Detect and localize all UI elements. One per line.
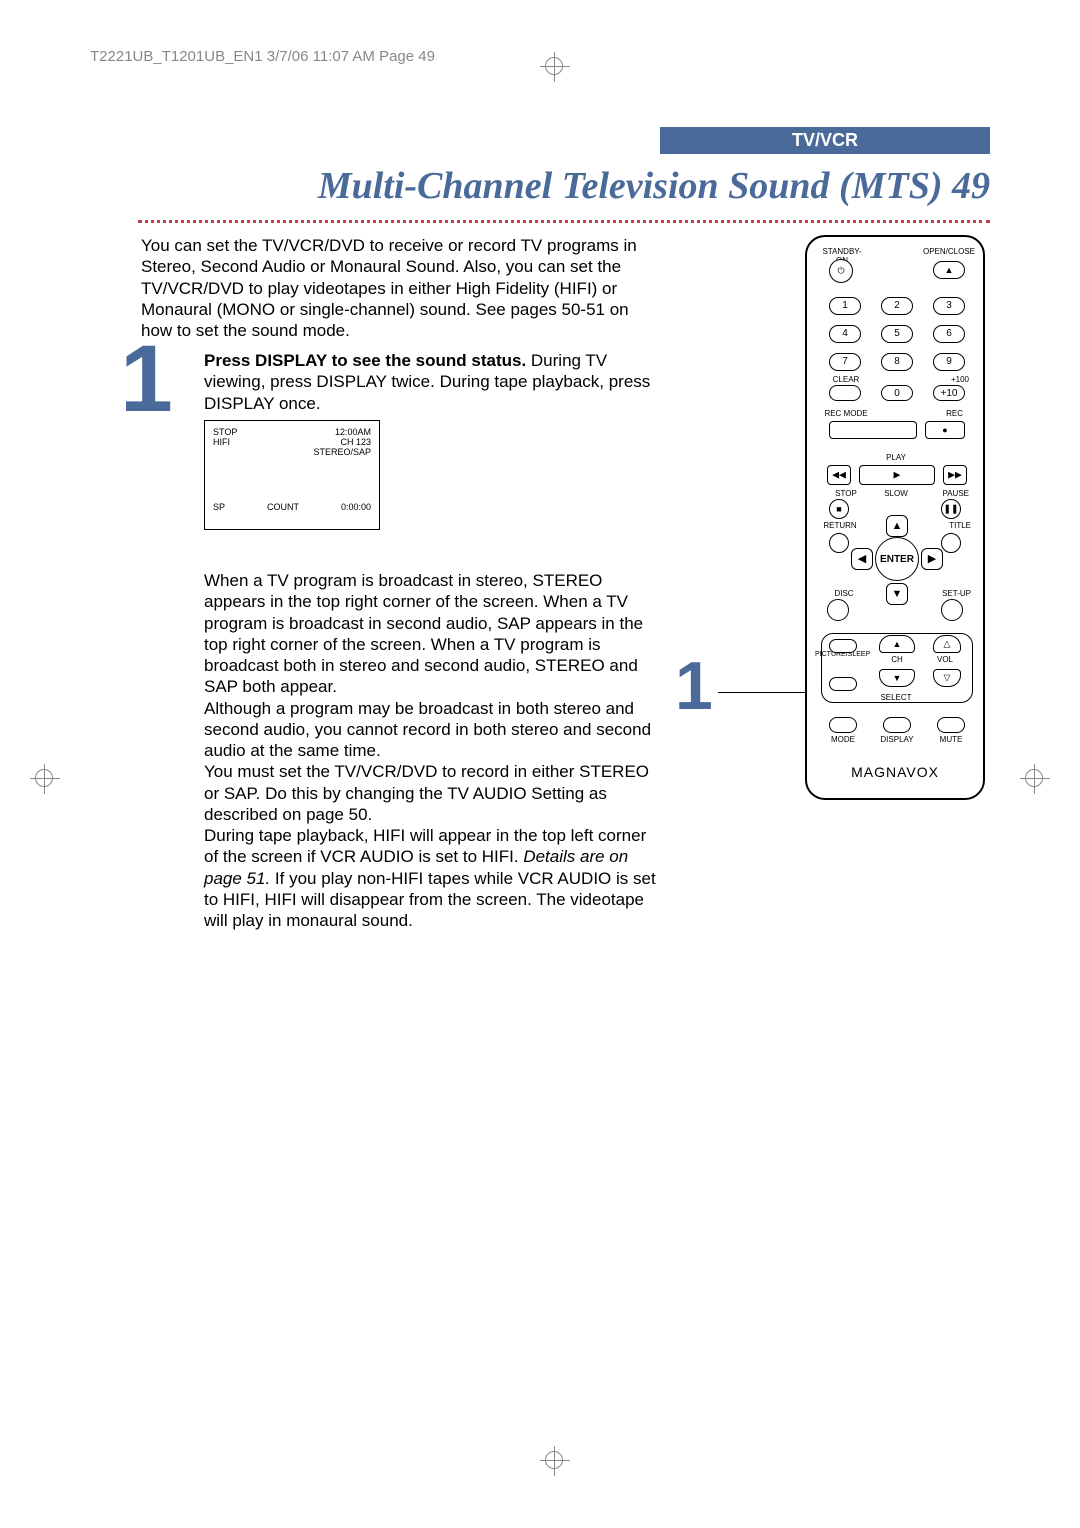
body-p3: You must set the TV/VCR/DVD to record in… bbox=[204, 761, 659, 825]
label-play: PLAY bbox=[871, 453, 921, 462]
label-stop: STOP bbox=[821, 489, 871, 498]
osd-time: 12:00AM bbox=[335, 427, 371, 437]
body-paragraphs: When a TV program is broadcast in stereo… bbox=[204, 570, 659, 931]
num-1[interactable]: 1 bbox=[829, 297, 861, 315]
label-open: OPEN/CLOSE bbox=[923, 247, 973, 256]
num-5[interactable]: 5 bbox=[881, 325, 913, 343]
title-button[interactable] bbox=[941, 533, 961, 553]
vol-up[interactable]: △ bbox=[933, 635, 961, 653]
remote-control: STANDBY-ON ⏻ OPEN/CLOSE ▲ 1 2 3 4 5 6 7 … bbox=[805, 235, 985, 800]
num-8[interactable]: 8 bbox=[881, 353, 913, 371]
page-title: Multi-Channel Television Sound (MTS) 49 bbox=[318, 164, 990, 208]
step-instruction: Press DISPLAY to see the sound status. D… bbox=[204, 350, 664, 414]
header-print-info: T2221UB_T1201UB_EN1 3/7/06 11:07 AM Page… bbox=[90, 48, 435, 65]
label-ch: CH bbox=[877, 655, 917, 664]
onscreen-display-box: STOP 12:00AM HIFI CH 123 STEREO/SAP SP C… bbox=[204, 420, 380, 530]
label-disc: DISC bbox=[819, 589, 869, 598]
num-6[interactable]: 6 bbox=[933, 325, 965, 343]
plus10-button[interactable]: +10 bbox=[933, 385, 965, 401]
num-3[interactable]: 3 bbox=[933, 297, 965, 315]
num-9[interactable]: 9 bbox=[933, 353, 965, 371]
registration-mark-left bbox=[30, 764, 60, 794]
setup-button[interactable] bbox=[941, 599, 963, 621]
rewind-button[interactable]: ◀◀ bbox=[827, 465, 851, 485]
label-plus100: +100 bbox=[919, 375, 969, 384]
label-select: SELECT bbox=[871, 693, 921, 702]
label-vol: VOL bbox=[925, 655, 965, 664]
label-setup: SET-UP bbox=[921, 589, 971, 598]
display-button[interactable] bbox=[883, 717, 911, 733]
sleep-button[interactable] bbox=[829, 677, 857, 691]
registration-mark-top bbox=[540, 52, 570, 82]
body-p1: When a TV program is broadcast in stereo… bbox=[204, 570, 659, 698]
enter-button[interactable]: ENTER bbox=[875, 537, 919, 581]
rec-mode-button[interactable] bbox=[829, 421, 917, 439]
left-arrow[interactable]: ◀ bbox=[851, 548, 873, 570]
step-number: 1 bbox=[120, 332, 173, 427]
body-p2: Although a program may be broadcast in b… bbox=[204, 698, 659, 762]
osd-stop: STOP bbox=[213, 427, 237, 437]
ffwd-button[interactable]: ▶▶ bbox=[943, 465, 967, 485]
osd-hifi: HIFI bbox=[213, 437, 230, 447]
ch-down[interactable]: ▼ bbox=[879, 669, 915, 687]
mode-button[interactable] bbox=[829, 717, 857, 733]
osd-stereo-sap: STEREO/SAP bbox=[313, 447, 371, 457]
body-p4: During tape playback, HIFI will appear i… bbox=[204, 825, 659, 931]
num-7[interactable]: 7 bbox=[829, 353, 861, 371]
ch-up[interactable]: ▲ bbox=[879, 635, 915, 653]
registration-mark-right bbox=[1020, 764, 1050, 794]
remote-brand: MAGNAVOX bbox=[807, 764, 983, 780]
return-button[interactable] bbox=[829, 533, 849, 553]
down-arrow[interactable]: ▼ bbox=[886, 583, 908, 605]
rec-button[interactable]: ● bbox=[925, 421, 965, 439]
standby-button[interactable]: ⏻ bbox=[829, 259, 853, 283]
label-recmode: REC MODE bbox=[821, 409, 871, 418]
picture-button[interactable] bbox=[829, 639, 857, 653]
num-4[interactable]: 4 bbox=[829, 325, 861, 343]
osd-count: COUNT bbox=[267, 502, 299, 512]
label-mode: MODE bbox=[823, 735, 863, 744]
callout-number: 1 bbox=[675, 652, 713, 720]
section-header: TV/VCR bbox=[660, 127, 990, 154]
stop-button[interactable]: ■ bbox=[829, 499, 849, 519]
osd-counter: 0:00:00 bbox=[341, 502, 371, 512]
open-close-button[interactable]: ▲ bbox=[933, 261, 965, 279]
label-pause: PAUSE bbox=[919, 489, 969, 498]
up-arrow[interactable]: ▲ bbox=[886, 515, 908, 537]
label-title: TITLE bbox=[921, 521, 971, 530]
num-2[interactable]: 2 bbox=[881, 297, 913, 315]
pause-button[interactable]: ❚❚ bbox=[941, 499, 961, 519]
osd-channel: CH 123 bbox=[340, 437, 371, 447]
label-return: RETURN bbox=[815, 521, 865, 530]
osd-sp: SP bbox=[213, 502, 225, 512]
play-button[interactable]: ▶ bbox=[859, 465, 935, 485]
right-arrow[interactable]: ▶ bbox=[921, 548, 943, 570]
num-0[interactable]: 0 bbox=[881, 385, 913, 401]
clear-button[interactable] bbox=[829, 385, 861, 401]
label-clear: CLEAR bbox=[821, 375, 871, 384]
label-mute: MUTE bbox=[931, 735, 971, 744]
label-rec: REC bbox=[913, 409, 963, 418]
label-display: DISPLAY bbox=[873, 735, 921, 744]
mute-button[interactable] bbox=[937, 717, 965, 733]
intro-paragraph: You can set the TV/VCR/DVD to receive or… bbox=[141, 235, 661, 341]
dotted-divider bbox=[138, 220, 990, 223]
step-bold: Press DISPLAY to see the sound status. bbox=[204, 351, 526, 370]
label-slow: SLOW bbox=[871, 489, 921, 498]
registration-mark-bottom bbox=[540, 1446, 570, 1476]
disc-button[interactable] bbox=[827, 599, 849, 621]
